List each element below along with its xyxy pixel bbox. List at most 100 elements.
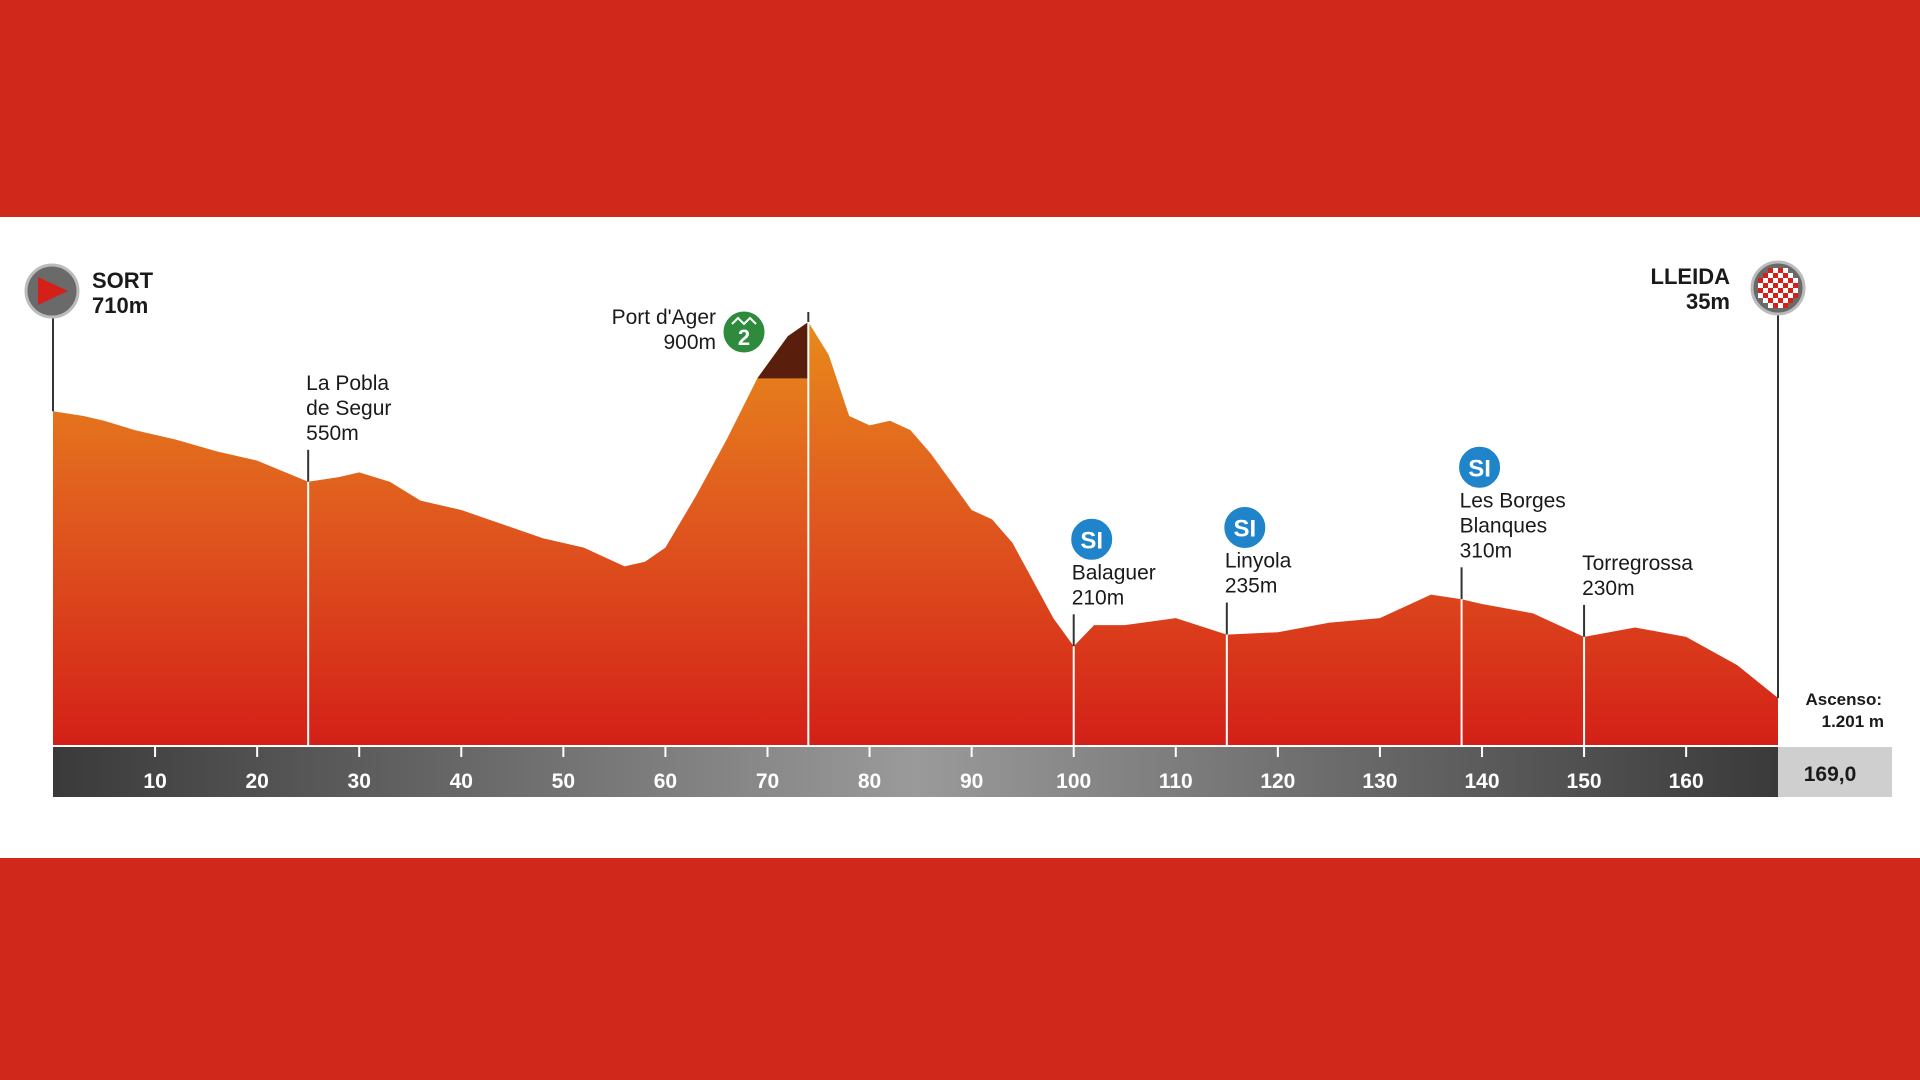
top-red-band [0, 0, 1920, 217]
checker-square [1773, 283, 1778, 288]
checker-square [1773, 273, 1778, 278]
checker-square [1773, 293, 1778, 298]
checker-square [1793, 283, 1798, 288]
tick-label: 90 [960, 770, 983, 793]
checker-square [1788, 293, 1793, 298]
tick-label: 60 [654, 770, 677, 793]
waypoint-label: Les Borges [1460, 489, 1566, 512]
tick-label: 50 [552, 770, 575, 793]
climb-final-section [757, 322, 809, 379]
checker-square [1788, 298, 1793, 303]
sprint-badge-icon [1068, 515, 1116, 563]
checker-square [1763, 273, 1768, 278]
checker-square [1768, 278, 1773, 283]
checker-square [1773, 288, 1778, 293]
start-name: SORT [92, 268, 154, 293]
checker-square [1778, 268, 1783, 273]
checker-square [1768, 298, 1773, 303]
tick-label: 40 [450, 770, 473, 793]
tick-label: 140 [1464, 770, 1499, 793]
tick-label: 120 [1260, 770, 1295, 793]
checker-square [1778, 303, 1783, 308]
checker-square [1783, 298, 1788, 303]
sprint-badge-label: SI [1233, 516, 1256, 543]
sprint-badge-label: SI [1468, 455, 1491, 482]
checker-square [1778, 273, 1783, 278]
checker-square [1758, 278, 1763, 283]
checker-square [1773, 278, 1778, 283]
climb-name: Port d'Ager [612, 306, 716, 329]
tick-label: 10 [143, 770, 166, 793]
checker-square [1763, 293, 1768, 298]
finish-name: LLEIDA [1651, 264, 1731, 289]
tick-label: 100 [1056, 770, 1091, 793]
checker-square [1788, 288, 1793, 293]
stage-profile-chart: 10 20 30 40 50 60 70 80 90 100 110 120 130 140 150 160 … [24, 260, 1892, 797]
tick-label: 80 [858, 770, 881, 793]
distance-axis: 10 20 30 40 50 60 70 80 90 100 110 120 130 140 150 160 [53, 747, 1778, 797]
checker-square [1768, 288, 1773, 293]
waypoint-label: Balaguer [1072, 561, 1156, 584]
waypoint-label: Torregrossa [1582, 552, 1693, 575]
finish-elevation: 35m [1686, 289, 1730, 314]
start-elevation: 710m [92, 293, 148, 318]
total-distance: 169,0 [1804, 763, 1857, 786]
stage-profile-panel: 10 20 30 40 50 60 70 80 90 100 110 120 130 140 150 160 … [0, 217, 1920, 858]
sprint-badge-icon [1456, 443, 1504, 491]
checker-square [1773, 298, 1778, 303]
climb-category-label: 2 [738, 325, 750, 350]
checker-square [1793, 293, 1798, 298]
checker-square [1773, 303, 1778, 308]
waypoint-label: Blanques [1460, 514, 1548, 537]
axis-bar [53, 747, 1778, 797]
waypoint-label: 550m [306, 422, 359, 445]
climb-section-layer [757, 322, 809, 379]
checker-square [1763, 298, 1768, 303]
checker-square [1788, 283, 1793, 288]
checker-square [1758, 293, 1763, 298]
waypoint-label: Linyola [1225, 550, 1292, 573]
mountain-peaks-icon [731, 316, 757, 326]
checker-square [1783, 293, 1788, 298]
waypoint-label: 230m [1582, 577, 1635, 600]
total-distance-box [1778, 747, 1892, 797]
checker-square [1758, 288, 1763, 293]
tick-label: 150 [1567, 770, 1602, 793]
checkered-flag-icon [1758, 268, 1798, 308]
waypoint-label: 210m [1072, 586, 1125, 609]
checker-square [1778, 288, 1783, 293]
checker-square [1778, 278, 1783, 283]
checker-square [1778, 293, 1783, 298]
checker-square [1768, 268, 1773, 273]
checker-square [1788, 278, 1793, 283]
waypoint-label: La Pobla [306, 372, 389, 395]
checker-square [1778, 283, 1783, 288]
climb-elevation: 900m [663, 331, 716, 354]
bottom-red-band [0, 858, 1920, 1080]
checker-square [1783, 278, 1788, 283]
sprint-badge-icon [1221, 504, 1269, 552]
checker-square [1768, 303, 1773, 308]
checker-square [1783, 303, 1788, 308]
checker-square [1763, 288, 1768, 293]
icon-layer: SI SI SI 2 [24, 260, 1806, 563]
mountain-category-icon [720, 308, 768, 356]
waypoint-label: de Segur [306, 397, 391, 420]
tick-label: 30 [348, 770, 371, 793]
waypoint-label: 310m [1460, 539, 1513, 562]
checker-square [1763, 278, 1768, 283]
checker-square [1758, 283, 1763, 288]
tick-label: 110 [1159, 770, 1193, 793]
checker-square [1768, 273, 1773, 278]
tick-label: 20 [245, 770, 268, 793]
checker-square [1768, 283, 1773, 288]
checker-square [1783, 283, 1788, 288]
elevation-area-layer [53, 322, 1778, 745]
tick-label: 160 [1669, 770, 1704, 793]
tick-label: 130 [1362, 770, 1397, 793]
ascent-value: 1.201 m [1822, 712, 1884, 731]
checker-square [1783, 273, 1788, 278]
checker-square [1788, 273, 1793, 278]
checker-square [1763, 283, 1768, 288]
